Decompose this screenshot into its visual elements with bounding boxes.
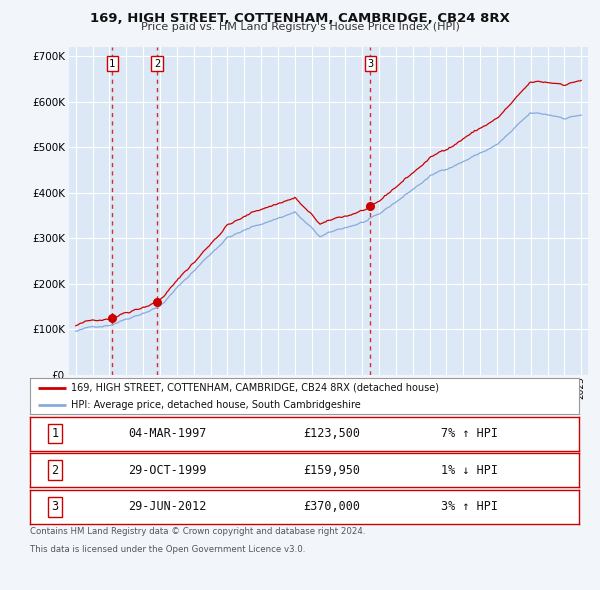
Text: 169, HIGH STREET, COTTENHAM, CAMBRIDGE, CB24 8RX (detached house): 169, HIGH STREET, COTTENHAM, CAMBRIDGE, … <box>71 383 439 393</box>
Text: £159,950: £159,950 <box>304 464 361 477</box>
Text: 04-MAR-1997: 04-MAR-1997 <box>128 427 206 440</box>
Text: 7% ↑ HPI: 7% ↑ HPI <box>441 427 498 440</box>
Text: HPI: Average price, detached house, South Cambridgeshire: HPI: Average price, detached house, Sout… <box>71 400 361 410</box>
Text: 2: 2 <box>154 58 160 68</box>
Text: 29-JUN-2012: 29-JUN-2012 <box>128 500 206 513</box>
Text: Contains HM Land Registry data © Crown copyright and database right 2024.: Contains HM Land Registry data © Crown c… <box>30 527 365 536</box>
Text: This data is licensed under the Open Government Licence v3.0.: This data is licensed under the Open Gov… <box>30 545 305 553</box>
Text: 1: 1 <box>109 58 115 68</box>
Text: 169, HIGH STREET, COTTENHAM, CAMBRIDGE, CB24 8RX: 169, HIGH STREET, COTTENHAM, CAMBRIDGE, … <box>90 12 510 25</box>
Text: 3: 3 <box>367 58 374 68</box>
Text: 29-OCT-1999: 29-OCT-1999 <box>128 464 206 477</box>
Text: 1% ↓ HPI: 1% ↓ HPI <box>441 464 498 477</box>
Text: Price paid vs. HM Land Registry's House Price Index (HPI): Price paid vs. HM Land Registry's House … <box>140 22 460 32</box>
Text: 3: 3 <box>51 500 58 513</box>
Text: £370,000: £370,000 <box>304 500 361 513</box>
Text: 3% ↑ HPI: 3% ↑ HPI <box>441 500 498 513</box>
Text: 2: 2 <box>51 464 58 477</box>
Text: £123,500: £123,500 <box>304 427 361 440</box>
Text: 1: 1 <box>51 427 58 440</box>
